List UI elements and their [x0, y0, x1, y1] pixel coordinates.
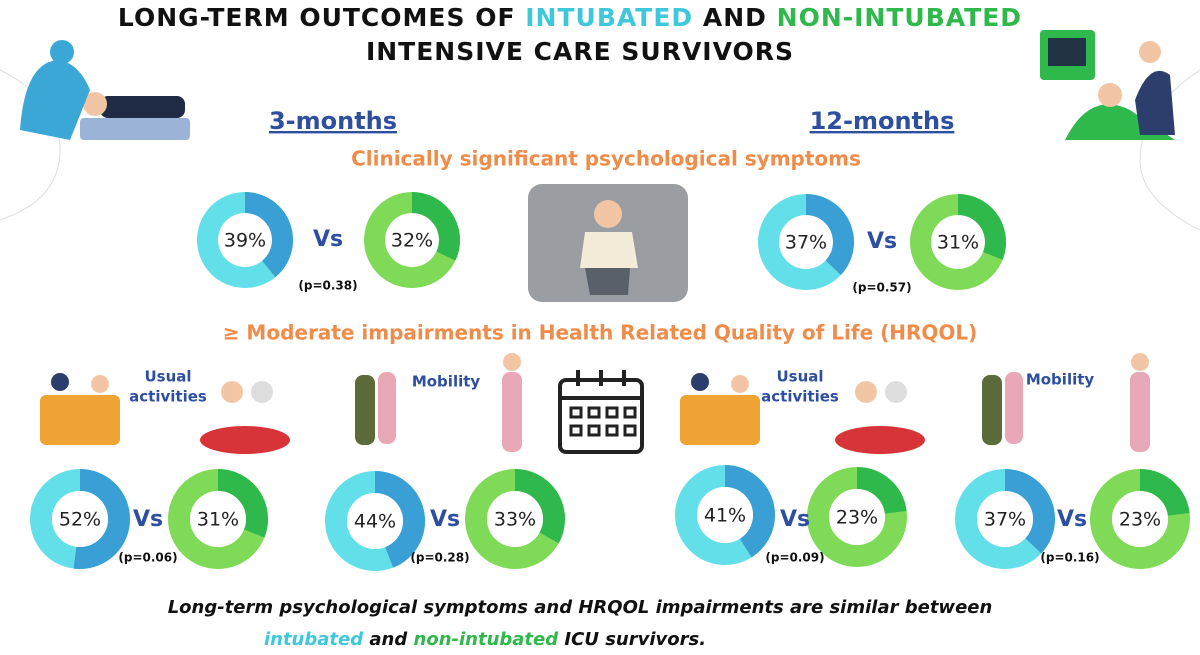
- domain-label: activities: [129, 388, 207, 406]
- vs-label: Vs: [133, 507, 163, 532]
- section-heading: ≥ Moderate impairments in Health Related…: [223, 321, 978, 345]
- donut-arc: [363, 192, 460, 289]
- title-text: LONG-TERM OUTCOMES OF: [118, 3, 516, 32]
- domain-label: activities: [761, 388, 839, 406]
- footer-line: intubated and non-intubated ICU survivor…: [264, 629, 706, 650]
- period-label: 3-months: [269, 107, 397, 135]
- donut-label: 31%: [937, 232, 979, 254]
- donut-arc: [757, 194, 854, 291]
- domain-label: Usual: [144, 368, 191, 386]
- donut-hole: [52, 491, 108, 547]
- section-heading: Clinically significant psychological sym…: [351, 147, 861, 171]
- period-label: 12-months: [810, 107, 955, 135]
- p-value: (p=0.57): [852, 281, 911, 295]
- donut-hole: [977, 491, 1033, 547]
- calendar-icon: [558, 370, 644, 454]
- donut-label: 44%: [354, 511, 396, 533]
- donut-label: 37%: [785, 232, 827, 254]
- donut-arc: [955, 469, 1055, 569]
- donut-hole: [347, 493, 403, 549]
- title-line: LONG-TERM OUTCOMES OF INTUBATED AND NON-…: [118, 3, 1022, 32]
- vs-label: Vs: [1057, 507, 1087, 532]
- donut-hole: [931, 215, 985, 269]
- donut-hole: [779, 215, 833, 269]
- donut-arc: [325, 471, 425, 571]
- donut-hole: [190, 491, 246, 547]
- donut-label: 39%: [224, 230, 266, 252]
- donut-label: 23%: [836, 507, 878, 529]
- footer-text: and: [369, 629, 408, 650]
- p-value: (p=0.16): [1040, 551, 1099, 565]
- title-intubated: INTUBATED: [525, 3, 693, 32]
- donut-label: 23%: [1119, 509, 1161, 531]
- donut-label: 31%: [197, 509, 239, 531]
- donut-label: 33%: [494, 509, 536, 531]
- domain-label: Mobility: [1026, 371, 1095, 389]
- activity-illustrations: [40, 353, 1150, 454]
- donut-label: 32%: [391, 230, 433, 252]
- donut-hole: [487, 491, 543, 547]
- vs-label: Vs: [780, 507, 810, 532]
- donut-label: 52%: [59, 509, 101, 531]
- p-value: (p=0.28): [410, 551, 469, 565]
- comparisons: 39% 32% Vs (p=0.38) 37% 31% Vs (p=0.57) 52% 31% Vs…: [30, 191, 1190, 571]
- donut-hole: [697, 487, 753, 543]
- donut-arc: [807, 467, 907, 567]
- p-value: (p=0.09): [765, 551, 824, 565]
- vs-label: Vs: [867, 229, 897, 254]
- donut-arc: [168, 469, 268, 569]
- donut-arc: [909, 194, 1006, 291]
- donut-hole: [218, 213, 272, 267]
- domain-label: Usual: [776, 368, 823, 386]
- donut-hole: [1112, 491, 1168, 547]
- p-value: (p=0.06): [118, 551, 177, 565]
- title-text: AND: [703, 3, 767, 32]
- title-non-intubated: NON-INTUBATED: [777, 3, 1022, 32]
- footer-intubated: intubated: [264, 629, 364, 650]
- title-line: INTENSIVE CARE SURVIVORS: [366, 37, 794, 66]
- p-value: (p=0.38): [298, 279, 357, 293]
- vs-label: Vs: [430, 507, 460, 532]
- vs-label: Vs: [313, 227, 343, 252]
- donut-hole: [829, 489, 885, 545]
- footer-line: Long-term psychological symptoms and HRQ…: [168, 597, 993, 618]
- donut-arc: [196, 192, 293, 289]
- ventilator-illustration: [1040, 30, 1175, 140]
- footer-non-intubated: non-intubated: [414, 629, 560, 650]
- domain-label: Mobility: [412, 373, 481, 391]
- donut-label: 41%: [704, 505, 746, 527]
- donut-arc: [1090, 469, 1190, 569]
- donut-arc: [675, 465, 775, 565]
- donut-label: 37%: [984, 509, 1026, 531]
- donut-arc: [465, 469, 565, 569]
- footer-text: ICU survivors.: [564, 629, 706, 650]
- donut-hole: [385, 213, 439, 267]
- intubation-illustration: [20, 40, 190, 140]
- distress-illustration: [528, 184, 688, 302]
- donut-arc: [30, 469, 130, 569]
